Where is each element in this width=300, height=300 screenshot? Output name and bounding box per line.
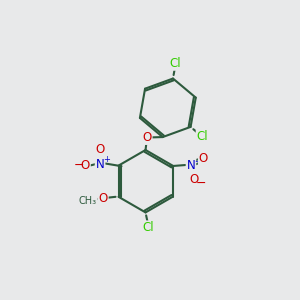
Text: O: O (199, 152, 208, 165)
Text: Cl: Cl (196, 130, 208, 143)
Text: O: O (81, 159, 90, 172)
Text: N: N (96, 158, 104, 171)
Text: O: O (142, 131, 152, 144)
Text: +: + (194, 157, 201, 166)
Text: +: + (103, 155, 110, 164)
Text: −: − (74, 158, 84, 172)
Text: O: O (95, 143, 105, 156)
Text: CH₃: CH₃ (79, 196, 97, 206)
Text: O: O (98, 192, 108, 205)
Text: −: − (196, 177, 207, 190)
Text: Cl: Cl (143, 221, 154, 234)
Text: Cl: Cl (170, 57, 182, 70)
Text: O: O (189, 173, 199, 186)
Text: N: N (187, 159, 195, 172)
